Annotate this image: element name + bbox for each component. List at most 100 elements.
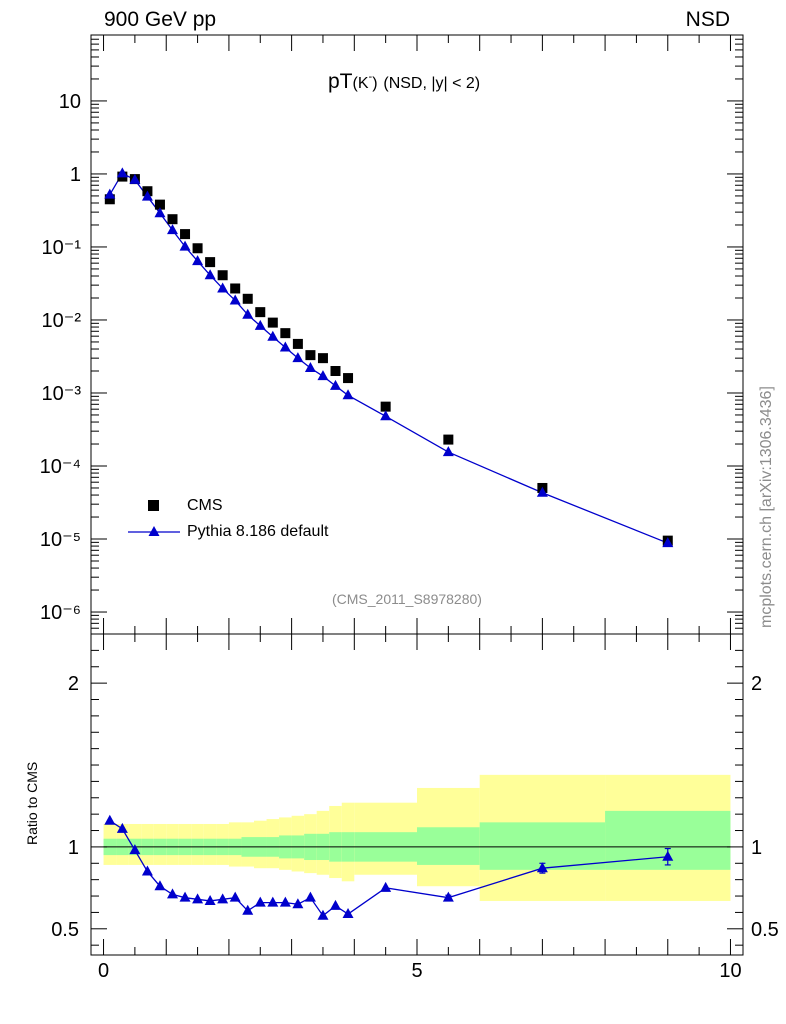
pythia-point <box>129 173 141 184</box>
cms-point <box>443 434 454 445</box>
cms-point <box>292 338 303 349</box>
cms-point <box>242 293 253 304</box>
pythia-point <box>267 330 279 341</box>
header-collision-label: 900 GeV pp <box>104 8 217 31</box>
plot-title-particle: (K <box>352 75 369 92</box>
ratio-y-tick-label-right: 1 <box>751 837 762 859</box>
ratio-point <box>217 893 229 904</box>
y-tick-label: 10⁻⁵ <box>40 529 81 551</box>
ratio-point <box>536 862 548 873</box>
ratio-band-inner <box>479 822 606 870</box>
legend-pythia-marker <box>148 526 160 536</box>
ratio-point <box>267 896 279 907</box>
ratio-point <box>116 822 128 833</box>
ratio-point <box>167 888 178 899</box>
x-tick-label: 5 <box>411 960 422 982</box>
cms-point <box>255 307 266 318</box>
ratio-y-tick-label: 1 <box>68 837 79 859</box>
ratio-point <box>179 891 191 902</box>
plot-title: pT(K-) (NSD, |y| < 2) <box>328 70 480 94</box>
pythia-point <box>330 379 341 390</box>
pythia-point <box>317 370 329 381</box>
analysis-id-label: (CMS_2011_S8978280) <box>332 591 482 607</box>
cms-point <box>267 317 278 328</box>
pythia-point <box>154 207 166 218</box>
ratio-point <box>380 881 392 892</box>
legend-cms-marker <box>148 500 159 511</box>
pythia-point <box>167 224 178 235</box>
ratio-point <box>442 891 454 902</box>
header-process-label: NSD <box>685 8 730 31</box>
plot-title-close: ) <box>372 75 378 92</box>
main-plot-frame <box>90 34 744 635</box>
ratio-band-inner <box>417 827 480 865</box>
pythia-point <box>192 255 204 266</box>
cms-point <box>230 283 241 294</box>
y-tick-label: 10 <box>59 91 81 113</box>
ratio-point <box>129 844 141 855</box>
source-side-label: mcplots.cern.ch [arXiv:1306.3436] <box>758 386 775 628</box>
cms-point <box>343 373 354 384</box>
ratio-y-tick-label-right: 2 <box>751 673 762 695</box>
plot-title-main: pT <box>328 70 353 93</box>
pythia-point <box>254 319 266 330</box>
ratio-point <box>254 896 266 907</box>
pythia-point <box>179 240 191 251</box>
plot-title-charge: - <box>368 71 373 83</box>
ratio-y-tick-label: 2 <box>68 673 79 695</box>
ratio-point <box>662 850 674 861</box>
cms-point <box>305 350 316 361</box>
pythia-point <box>304 361 316 372</box>
cms-point <box>180 229 191 240</box>
pythia-point <box>217 282 229 293</box>
pythia-point <box>380 410 392 421</box>
cms-point <box>167 214 178 225</box>
ratio-point <box>204 894 216 905</box>
ratio-point <box>330 899 341 910</box>
pythia-point <box>662 537 674 548</box>
ratio-point <box>317 909 329 920</box>
pythia-point <box>204 269 216 280</box>
pythia-point <box>141 190 153 201</box>
pythia-point <box>536 486 548 497</box>
legend-cms-label: CMS <box>187 497 223 514</box>
cms-point <box>317 353 328 364</box>
cms-point <box>380 401 391 412</box>
ratio-point <box>192 893 204 904</box>
ratio-point <box>304 891 316 902</box>
cms-point <box>154 199 165 210</box>
ratio-point <box>154 880 166 891</box>
pythia-point <box>229 294 241 305</box>
ratio-line <box>109 820 668 917</box>
y-tick-label: 10⁻² <box>42 310 82 332</box>
pythia-point <box>116 167 128 178</box>
ratio-point <box>242 904 254 915</box>
y-tick-label: 10⁻³ <box>42 383 82 405</box>
y-tick-label: 10⁻⁴ <box>40 456 81 478</box>
ratio-point <box>279 896 291 907</box>
ratio-y-axis-label: Ratio to CMS <box>24 761 40 845</box>
cms-point <box>280 328 291 339</box>
ratio-point <box>104 814 116 825</box>
pythia-line <box>109 172 669 544</box>
legend-pythia-label: Pythia 8.186 default <box>187 523 329 540</box>
ratio-point <box>229 891 241 902</box>
y-tick-label: 10⁻¹ <box>42 237 82 259</box>
cms-point <box>192 243 203 254</box>
pythia-point <box>442 446 454 457</box>
pythia-point <box>242 308 254 319</box>
pythia-point <box>342 389 354 400</box>
x-tick-label: 0 <box>98 960 109 982</box>
pythia-point <box>279 341 291 352</box>
y-tick-label: 1 <box>70 164 81 186</box>
ratio-point <box>141 865 153 876</box>
cms-point <box>104 194 115 205</box>
cms-point <box>217 270 228 281</box>
main-frame-border <box>90 34 744 635</box>
y-tick-label: 10⁻⁶ <box>40 602 81 624</box>
plot-title-selection: (NSD, |y| < 2) <box>383 75 481 92</box>
ratio-y-tick-label: 0.5 <box>51 919 79 941</box>
x-tick-label: 10 <box>719 960 741 982</box>
cms-point <box>205 257 216 268</box>
